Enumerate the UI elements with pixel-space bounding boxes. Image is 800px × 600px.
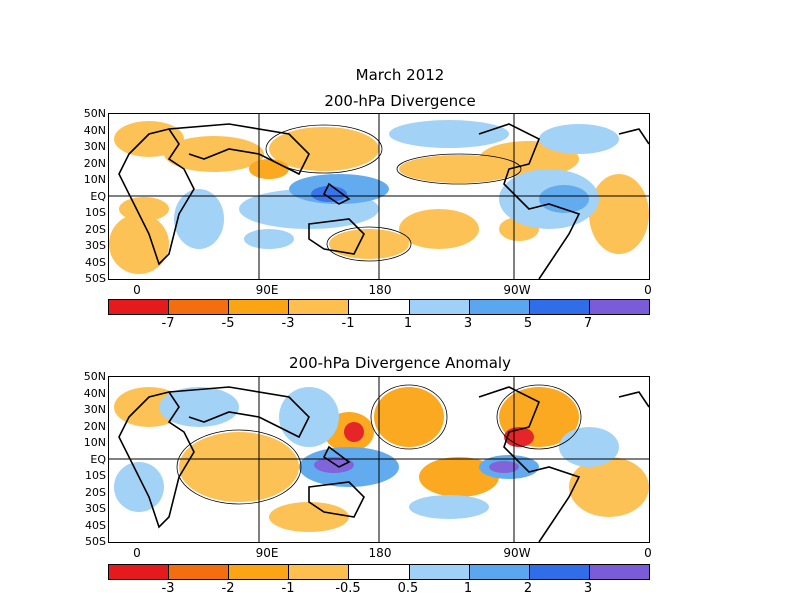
lat-label: 10S	[85, 469, 106, 482]
colorbar-swatch	[109, 565, 170, 579]
colorbar-label: -7	[161, 316, 175, 331]
lat-label: 20N	[83, 419, 106, 433]
colorbar-swatch	[169, 300, 230, 314]
lon-label: 0	[133, 283, 141, 297]
colorbar-label: -2	[221, 581, 235, 596]
lon-label: 90E	[255, 283, 279, 297]
colorbar-swatch	[469, 565, 530, 579]
colorbar-swatch	[349, 300, 410, 314]
colorbar-swatch	[229, 300, 290, 314]
lat-label: 20S	[85, 485, 106, 499]
colorbar-swatch	[589, 300, 649, 314]
colorbar-swatch	[109, 300, 170, 314]
colorbar-swatch	[529, 565, 590, 579]
panel-1-colorbar	[108, 299, 650, 315]
lat-label: 40N	[83, 123, 106, 137]
colorbar-label: 5	[523, 316, 533, 331]
colorbar-label: -5	[221, 316, 235, 331]
lat-label: 40S	[85, 255, 106, 269]
lat-label: EQ	[90, 452, 106, 466]
panel-2-map	[108, 376, 650, 543]
colorbar-label: 2	[523, 581, 533, 596]
lat-label: 50N	[83, 107, 106, 120]
colorbar-label: -1	[281, 581, 295, 596]
lat-label: 20N	[83, 156, 106, 170]
panel-1-field	[109, 114, 649, 279]
lon-label: 0	[133, 546, 141, 560]
lon-label: 0	[644, 546, 652, 560]
lat-label: 30N	[83, 140, 106, 153]
lat-label: 40S	[85, 518, 106, 532]
lat-label: EQ	[90, 189, 106, 203]
lat-label: 20S	[85, 222, 106, 236]
lat-label: 50N	[83, 370, 106, 383]
lon-label: 180	[368, 283, 392, 297]
lat-label: 50S	[85, 272, 106, 285]
panel-1-title: 200-hPa Divergence	[324, 92, 476, 110]
colorbar-swatch	[409, 300, 470, 314]
colorbar-label: -0.5	[335, 581, 361, 596]
colorbar-swatch	[409, 565, 470, 579]
lat-label: 50S	[85, 535, 106, 548]
figure-title: March 2012	[355, 66, 445, 84]
panel-2-field	[109, 377, 649, 542]
panel-2-colorbar	[108, 564, 650, 580]
lat-label: 40N	[83, 386, 106, 400]
colorbar-swatch	[289, 300, 350, 314]
lat-label: 10N	[83, 173, 106, 186]
panel-2-title: 200-hPa Divergence Anomaly	[289, 354, 511, 372]
panel-1-grid	[109, 114, 649, 279]
lat-label: 10S	[85, 206, 106, 219]
lat-label: 10N	[83, 436, 106, 449]
lat-label: 30N	[83, 403, 106, 416]
lat-label: 30S	[85, 502, 106, 515]
lon-label: 90W	[503, 546, 531, 560]
lon-label: 0	[644, 283, 652, 297]
colorbar-label: 3	[463, 316, 473, 331]
colorbar-label: 1	[403, 316, 413, 331]
colorbar-label: 3	[583, 581, 593, 596]
lat-label: 30S	[85, 239, 106, 252]
panel-1-map	[108, 113, 650, 280]
lon-label: 180	[368, 546, 392, 560]
colorbar-swatch	[349, 565, 410, 579]
colorbar-label: 7	[583, 316, 593, 331]
panel-1-coastlines	[118, 123, 649, 279]
colorbar-swatch	[529, 300, 590, 314]
panel-1-contours	[265, 124, 522, 262]
lon-label: 90W	[503, 283, 531, 297]
colorbar-label: -1	[341, 316, 355, 331]
colorbar-swatch	[289, 565, 350, 579]
colorbar-label: -3	[161, 581, 175, 596]
colorbar-label: 0.5	[397, 581, 419, 596]
lon-label: 90E	[255, 546, 279, 560]
colorbar-swatch	[469, 300, 530, 314]
panel-2-contours	[176, 384, 582, 505]
colorbar-label: 1	[463, 581, 473, 596]
colorbar-swatch	[589, 565, 649, 579]
colorbar-label: -3	[281, 316, 295, 331]
panel-2-grid	[109, 377, 649, 542]
colorbar-swatch	[229, 565, 290, 579]
colorbar-swatch	[169, 565, 230, 579]
panel-2-coastlines	[118, 386, 649, 542]
